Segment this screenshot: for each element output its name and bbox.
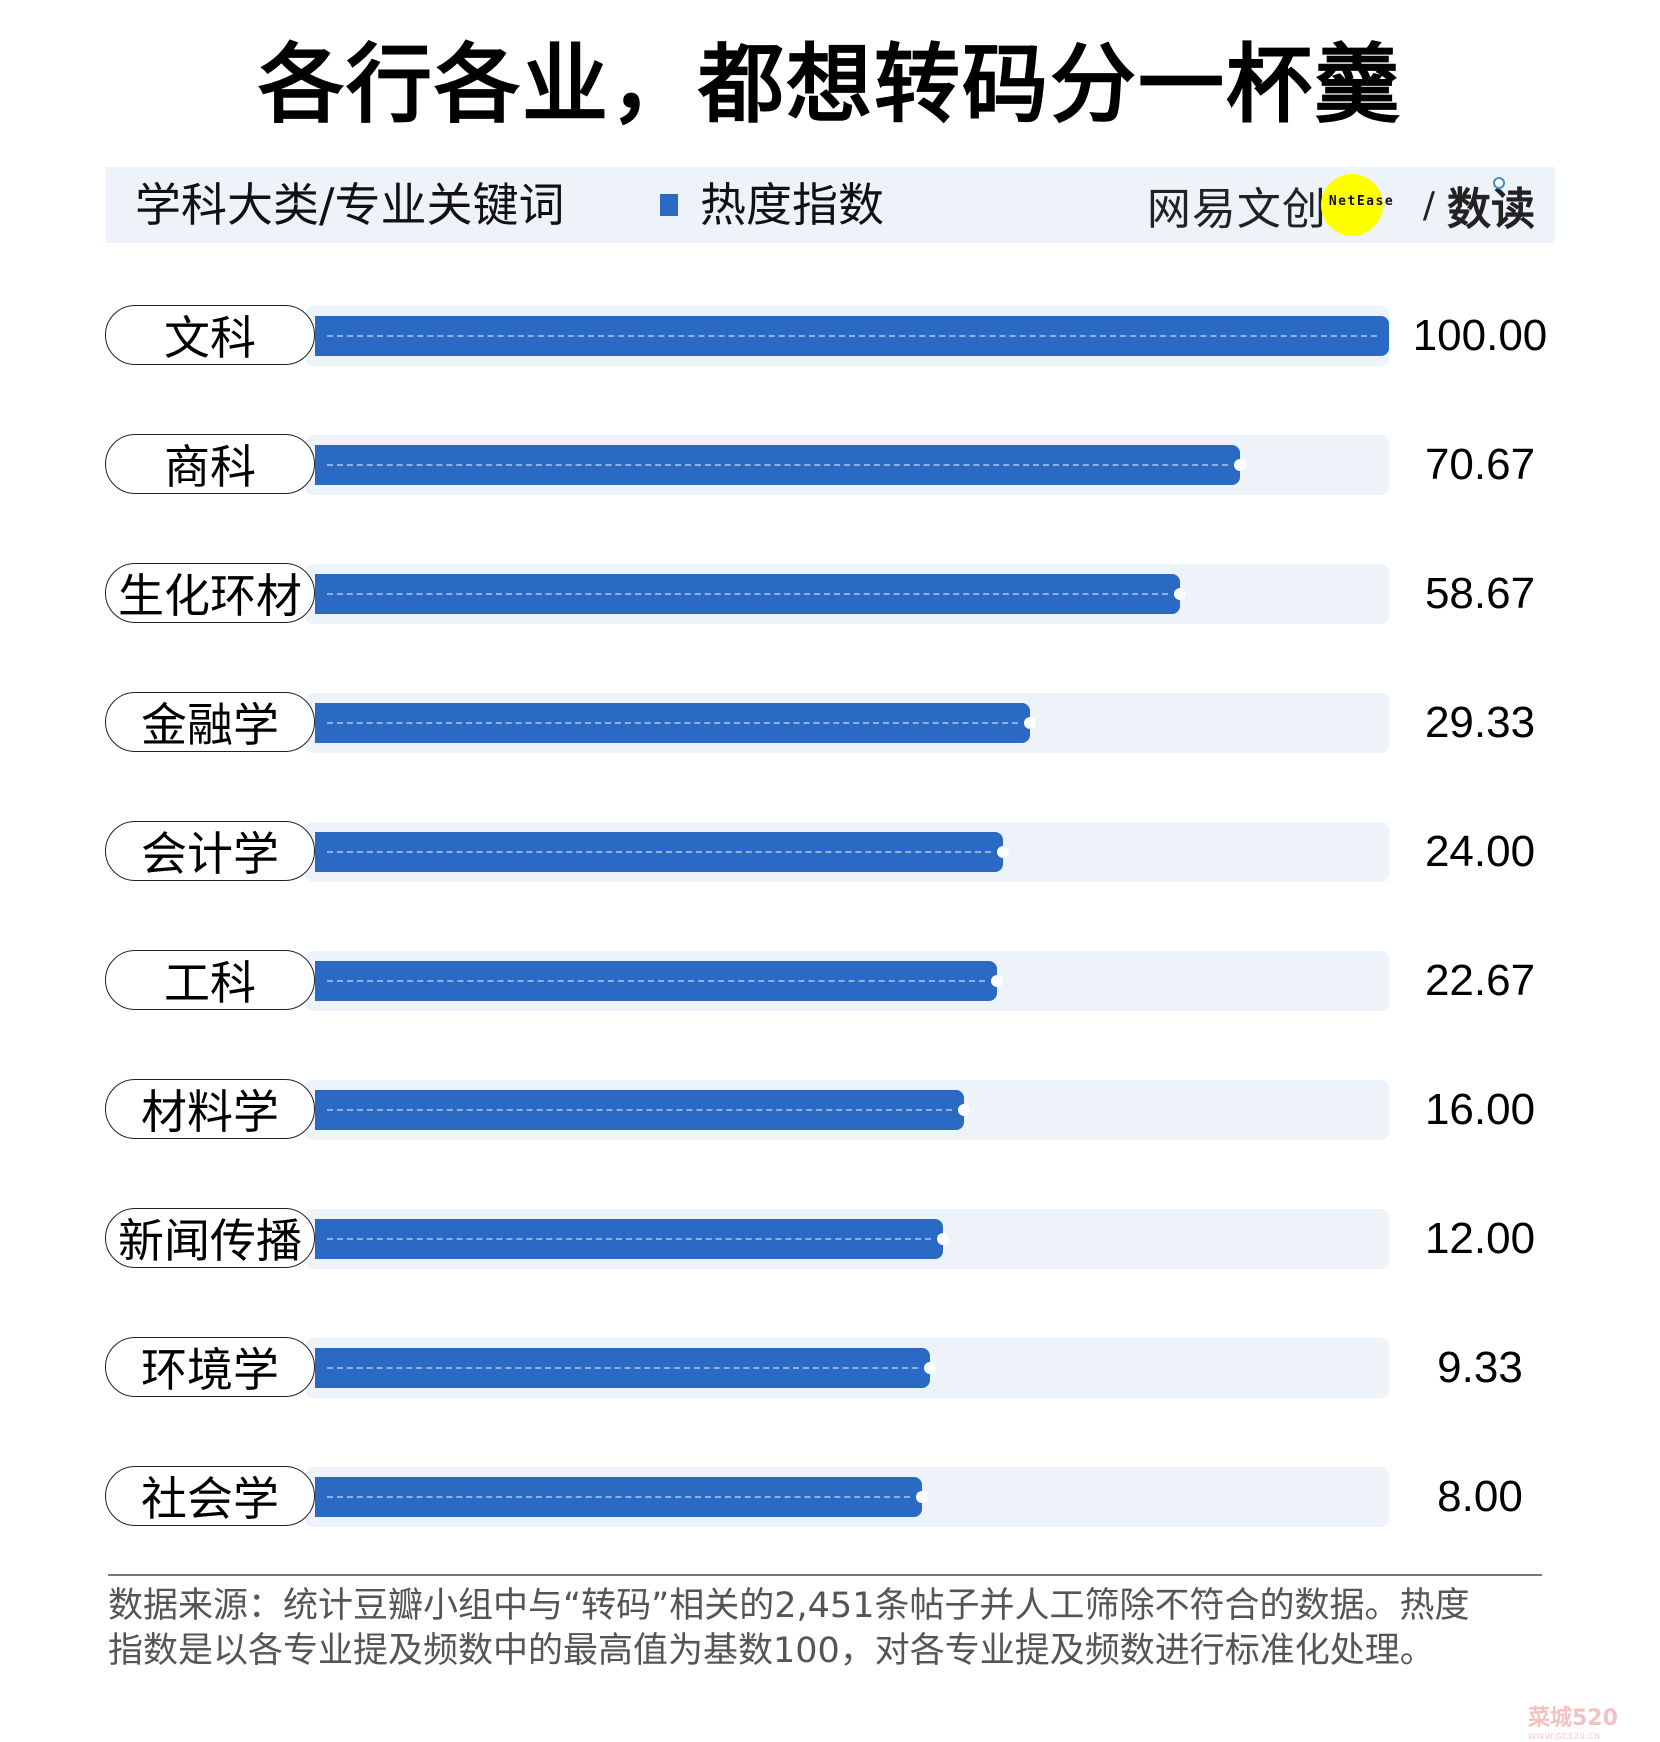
bar: [315, 832, 1010, 872]
bar-value: 24.00: [1424, 827, 1536, 876]
category-pill: 商科: [105, 434, 315, 494]
brand-separator: /: [1422, 184, 1435, 226]
bar-value: 9.33: [1437, 1343, 1523, 1392]
bar-row: 环境学 9.33: [105, 1337, 1660, 1399]
bar-chart: 文科 100.00 商科 70.67 生化环材 58.67 金融学 29.33 会计学 2…: [105, 305, 1660, 1595]
bar-value: 29.33: [1424, 698, 1536, 747]
bar-value: 100.00: [1412, 311, 1548, 360]
knob-icon: [915, 1491, 928, 1503]
bar: [315, 1477, 928, 1517]
footer-line-2: 指数是以各专业提及频数中的最高值为基数100，对各专业提及频数进行标准化处理。: [108, 1631, 1435, 1671]
watermark-logo: 菜城520 WWW.GC520.CN: [1528, 1700, 1618, 1741]
bar-row: 文科 100.00: [105, 305, 1660, 367]
brand-netease-wenchuang: 网易文创: [1146, 184, 1327, 235]
knob-icon: [1233, 459, 1246, 471]
data-source-note: 数据来源：统计豆瓣小组中与“转码”相关的2,451条帖子并人工筛除不符合的数据。…: [108, 1584, 1548, 1674]
header-band: 学科大类/专业关键词 热度指数 网易文创 NetEase / 数读: [105, 167, 1555, 243]
knob-icon: [924, 1362, 937, 1374]
chart-title: 各行各业，都想转码分一杯羹: [258, 35, 1402, 135]
bar: [315, 703, 1037, 743]
bar-row: 生化环材 58.67: [105, 563, 1660, 625]
bar-row: 金融学 29.33: [105, 692, 1660, 754]
category-pill: 材料学: [105, 1079, 315, 1139]
footer-line-1: 数据来源：统计豆瓣小组中与“转码”相关的2,451条帖子并人工筛除不符合的数据。…: [108, 1586, 1470, 1626]
brand-shudu: 数读: [1447, 173, 1535, 237]
category-pill: 会计学: [105, 821, 315, 881]
knob-icon: [1024, 717, 1037, 729]
bar-row: 会计学 24.00: [105, 821, 1660, 883]
category-pill: 工科: [105, 950, 315, 1010]
brand-shudu-text: 数读: [1447, 184, 1535, 235]
bar-value: 58.67: [1424, 569, 1536, 618]
bar-row: 工科 22.67: [105, 950, 1660, 1012]
category-pill: 生化环材: [105, 563, 315, 623]
category-pill: 社会学: [105, 1466, 315, 1526]
dot-icon: [1493, 177, 1505, 189]
bar-row: 新闻传播 12.00: [105, 1208, 1660, 1270]
bar-row: 社会学 8.00: [105, 1466, 1660, 1528]
knob-icon: [937, 1233, 950, 1245]
bar-value: 8.00: [1437, 1472, 1523, 1521]
legend-swatch-icon: [660, 194, 678, 216]
legend: 热度指数: [660, 175, 884, 235]
bar: [315, 316, 1389, 356]
legend-label: 热度指数: [700, 178, 884, 232]
category-pill: 环境学: [105, 1337, 315, 1397]
bar: [315, 445, 1246, 485]
bar-value: 70.67: [1424, 440, 1536, 489]
bar: [315, 961, 1003, 1001]
bar: [315, 1348, 937, 1388]
brand-logo: 网易文创 NetEase / 数读: [1147, 173, 1535, 237]
category-pill: 文科: [105, 305, 315, 365]
watermark-text: 菜城520: [1528, 1706, 1618, 1731]
bar: [315, 1090, 970, 1130]
knob-icon: [1173, 588, 1186, 600]
bar-row: 材料学 16.00: [105, 1079, 1660, 1141]
footer-divider: [108, 1574, 1542, 1576]
watermark-url: WWW.GC520.CN: [1528, 1732, 1601, 1741]
knob-icon: [957, 1104, 970, 1116]
bar: [315, 1219, 950, 1259]
category-pill: 金融学: [105, 692, 315, 752]
bar-row: 商科 70.67: [105, 434, 1660, 496]
category-pill: 新闻传播: [105, 1208, 315, 1268]
bar-value: 22.67: [1424, 956, 1536, 1005]
bar: [315, 574, 1186, 614]
knob-icon: [997, 846, 1010, 858]
brand-badge: NetEase: [1328, 194, 1395, 209]
bar-value: 16.00: [1424, 1085, 1536, 1134]
yellow-circle-icon: NetEase: [1320, 174, 1393, 236]
category-axis-label: 学科大类/专业关键词: [135, 178, 565, 232]
bar-value: 12.00: [1424, 1214, 1536, 1263]
knob-icon: [990, 975, 1003, 987]
